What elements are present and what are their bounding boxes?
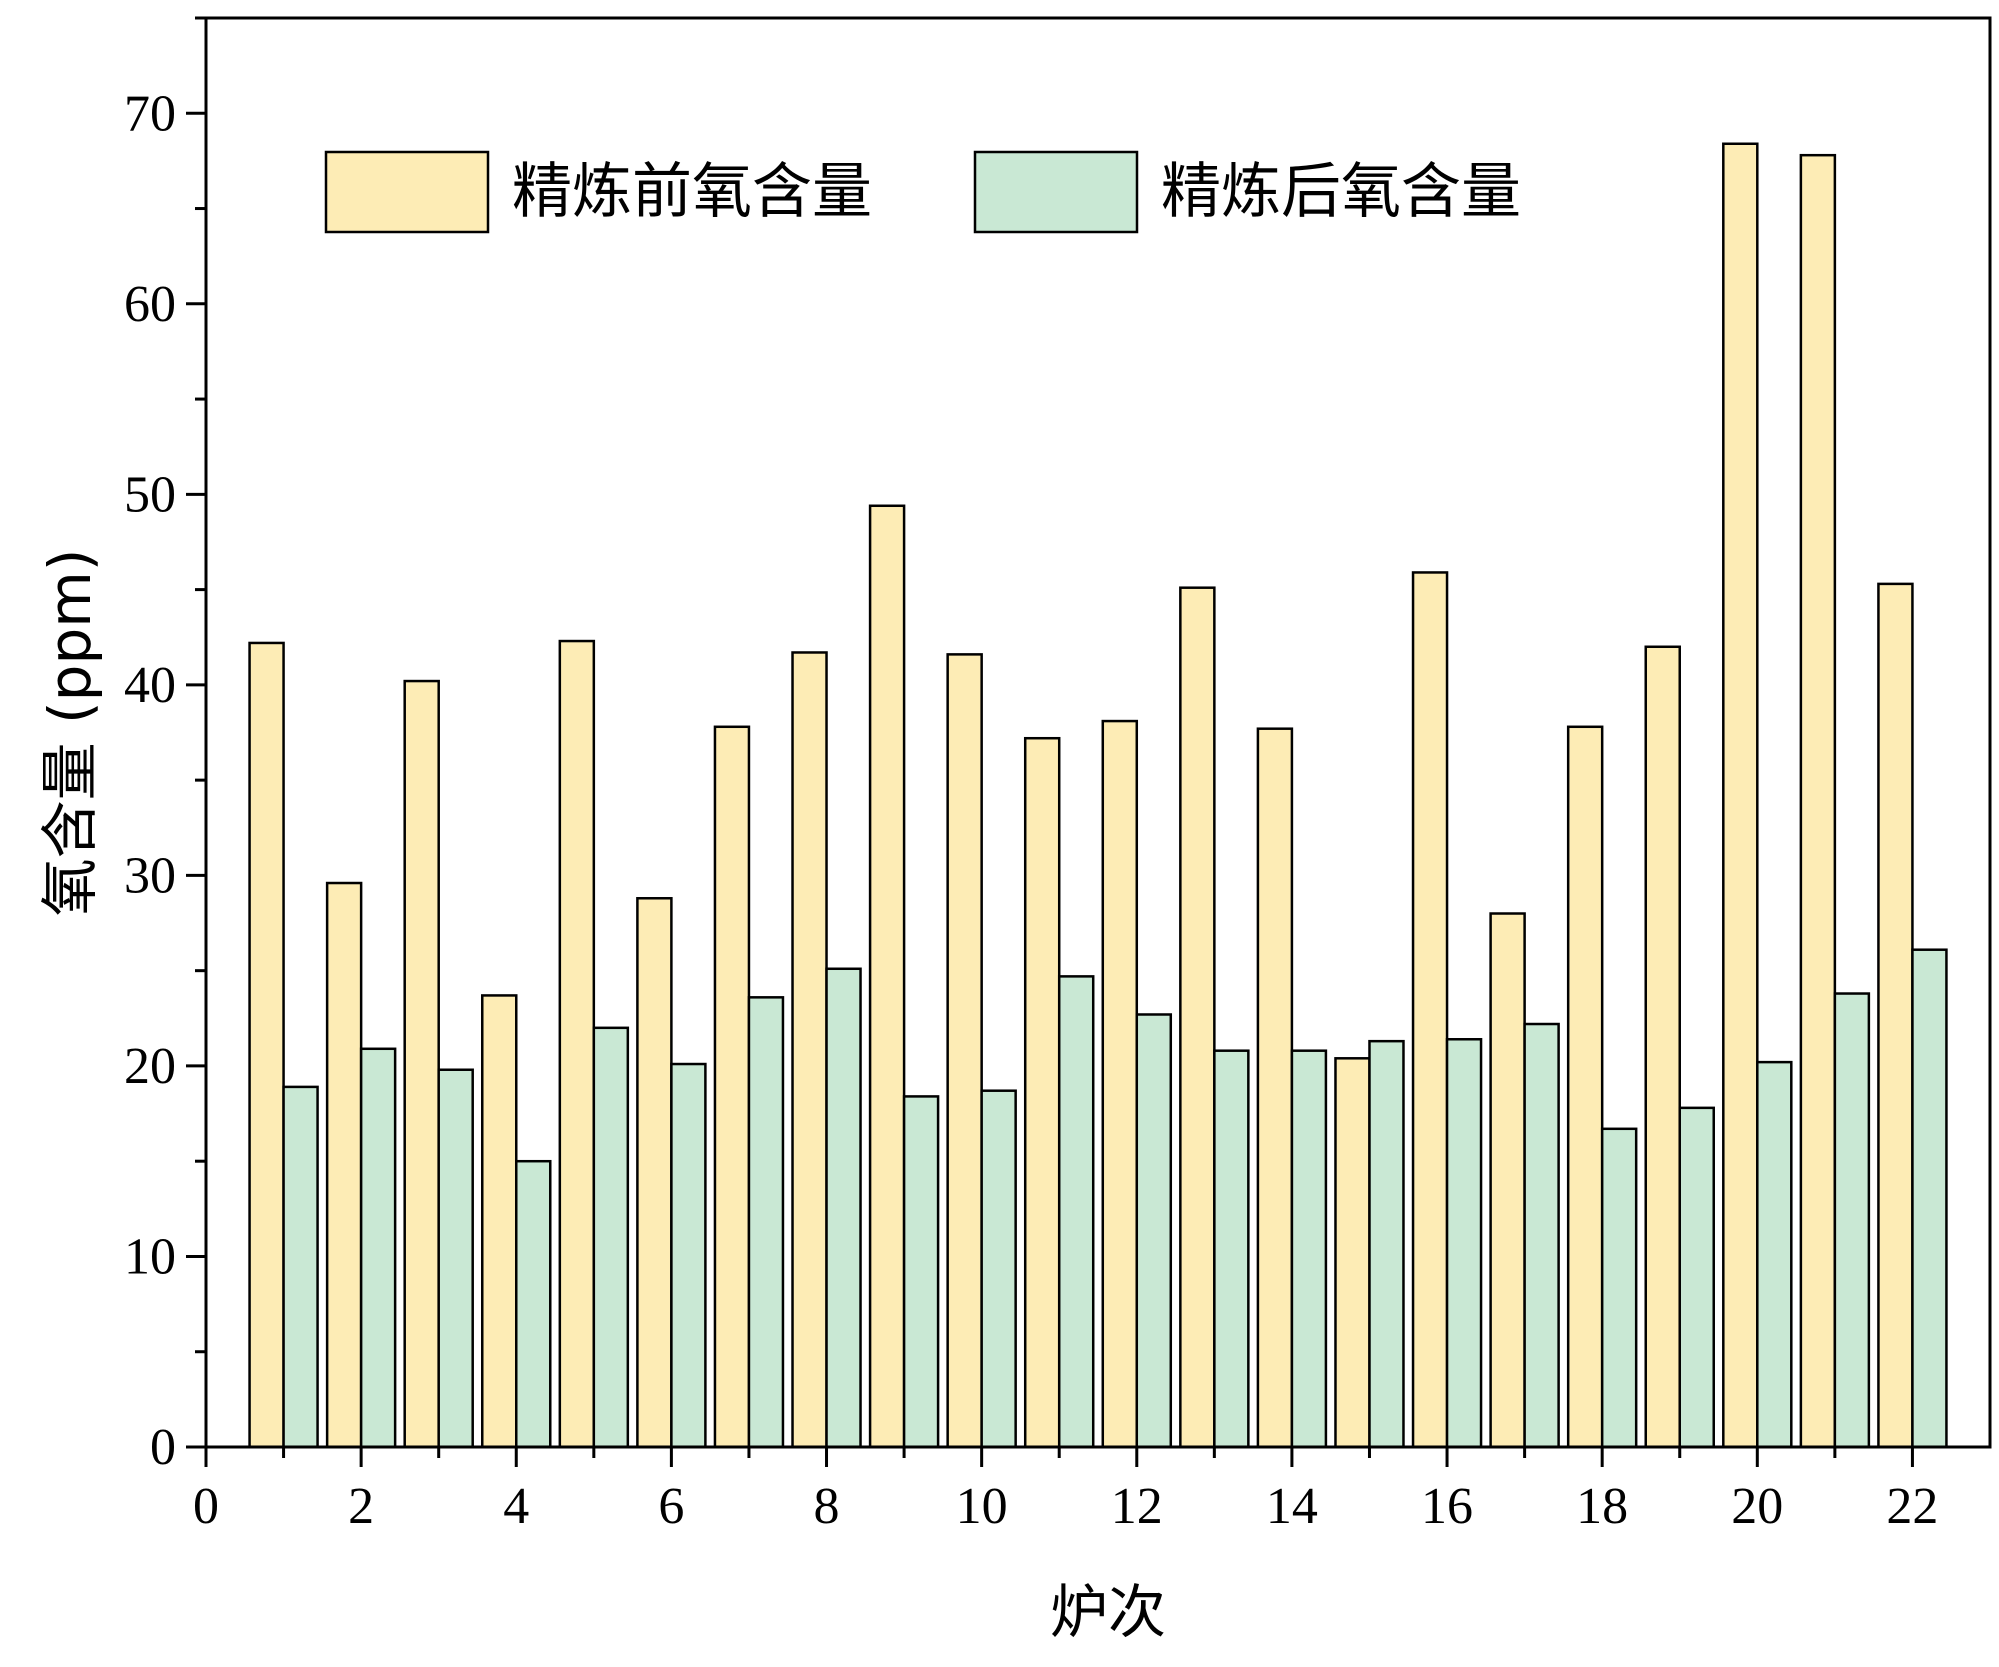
bar-after-13 [1213, 1049, 1250, 1449]
x-tick-label-2: 2 [348, 1478, 374, 1535]
bar-after-3 [437, 1068, 474, 1449]
bar-before-20 [1722, 142, 1759, 1449]
x-tick-label-0: 0 [193, 1478, 219, 1535]
bar-after-12 [1135, 1013, 1173, 1449]
bar-before-14 [1256, 727, 1294, 1449]
x-tick-label-22: 22 [1886, 1478, 1938, 1535]
x-tick-label-20: 20 [1731, 1478, 1783, 1535]
x-tick-label-12: 12 [1111, 1478, 1163, 1535]
bar-after-20 [1756, 1060, 1793, 1449]
y-tick-label-60: 60 [124, 276, 176, 333]
bar-before-22 [1877, 582, 1914, 1449]
legend-swatch-after [973, 150, 1139, 234]
y-tick-label-10: 10 [124, 1228, 176, 1285]
axes-layer: 0 2 4 6 8 10 12 14 16 18 20 22 0 10 20 30 40 50 60 70 [124, 16, 1992, 1535]
y-tick-label-0: 0 [150, 1419, 176, 1476]
bar-before-2 [325, 881, 363, 1449]
bar-after-9 [902, 1095, 940, 1449]
bar-before-5 [558, 639, 596, 1449]
x-tick-label-10: 10 [956, 1478, 1008, 1535]
legend-label-before: 精炼前氧含量 [512, 157, 872, 227]
bar-after-16 [1445, 1038, 1483, 1449]
legend-label-after: 精炼后氧含量 [1161, 157, 1521, 227]
x-tick-label-4: 4 [503, 1478, 529, 1535]
bar-after-1 [282, 1085, 319, 1449]
bar-after-2 [359, 1047, 397, 1449]
bar-after-17 [1523, 1022, 1560, 1449]
bar-before-15 [1334, 1057, 1371, 1449]
bar-before-8 [791, 651, 828, 1449]
bar-before-12 [1101, 719, 1139, 1449]
bar-before-10 [946, 653, 983, 1449]
x-tick-label-14: 14 [1266, 1478, 1318, 1535]
legend: 精炼前氧含量 精炼后氧含量 [324, 150, 1521, 234]
bar-after-4 [515, 1159, 552, 1449]
bar-before-21 [1799, 153, 1837, 1449]
y-tick-label-40: 40 [124, 657, 176, 714]
bar-after-21 [1833, 992, 1871, 1449]
plot-frame [204, 16, 1992, 1449]
bar-after-15 [1368, 1039, 1405, 1449]
bar-after-14 [1290, 1049, 1328, 1449]
bar-after-6 [670, 1062, 707, 1449]
legend-swatch-before [324, 150, 490, 234]
bar-after-5 [592, 1026, 630, 1449]
bar-after-10 [980, 1089, 1017, 1449]
bar-after-18 [1600, 1127, 1638, 1449]
bar-before-19 [1644, 645, 1681, 1449]
bar-after-11 [1057, 975, 1095, 1449]
bar-before-9 [868, 504, 906, 1449]
x-tick-label-16: 16 [1421, 1478, 1473, 1535]
x-tick-label-18: 18 [1576, 1478, 1628, 1535]
bars-layer [248, 142, 1948, 1449]
bar-before-6 [636, 897, 673, 1449]
y-tick-label-30: 30 [124, 847, 176, 904]
bar-before-16 [1411, 571, 1449, 1449]
y-tick-label-50: 50 [124, 466, 176, 523]
x-tick-label-8: 8 [814, 1478, 840, 1535]
y-tick-label-20: 20 [124, 1038, 176, 1095]
x-axis-title: 炉次 [1050, 1578, 1166, 1646]
bar-before-13 [1179, 586, 1216, 1449]
bar-before-1 [248, 641, 285, 1449]
x-tick-label-6: 6 [658, 1478, 684, 1535]
bar-before-11 [1023, 736, 1061, 1449]
bar-before-17 [1489, 912, 1526, 1449]
bar-after-22 [1911, 948, 1948, 1449]
bar-before-4 [481, 994, 518, 1449]
bar-before-7 [713, 725, 751, 1449]
bar-before-3 [403, 679, 440, 1449]
bar-after-19 [1678, 1106, 1715, 1449]
y-tick-label-70: 70 [124, 85, 176, 142]
bar-after-8 [825, 967, 862, 1449]
y-axis-title: 氧含量 (ppm) [36, 549, 104, 917]
bar-after-7 [747, 996, 785, 1449]
bar-before-18 [1566, 725, 1604, 1449]
